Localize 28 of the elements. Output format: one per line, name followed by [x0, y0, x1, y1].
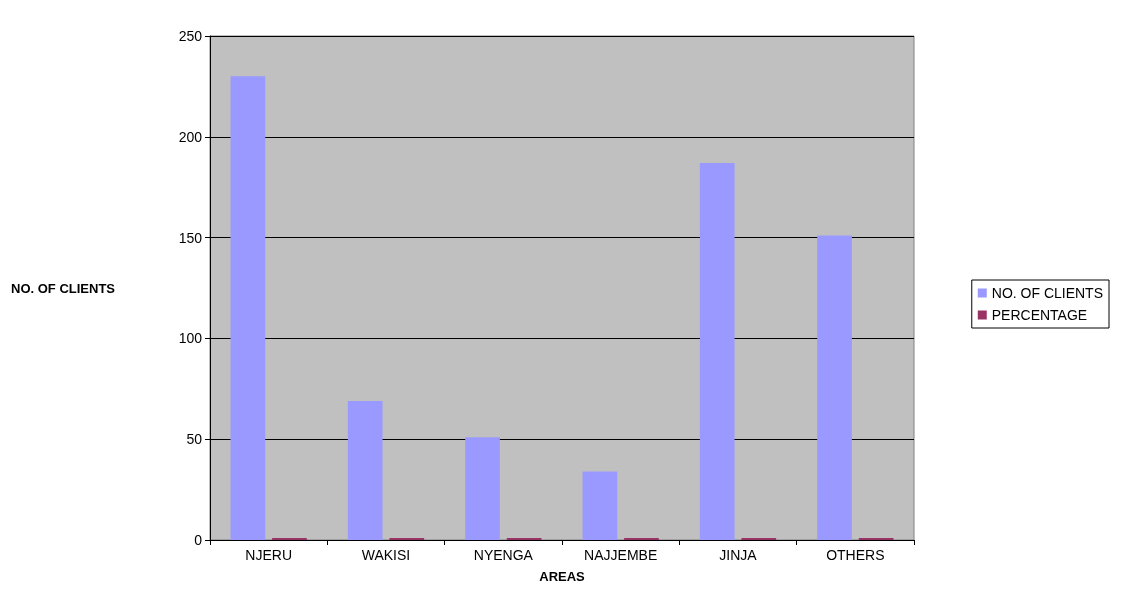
x-tick-label: NAJJEMBE	[584, 547, 658, 563]
bar	[389, 537, 425, 540]
bar	[230, 76, 266, 540]
bar	[699, 163, 735, 540]
bar	[347, 400, 383, 540]
bar	[741, 537, 777, 540]
legend-label: PERCENTAGE	[991, 307, 1088, 323]
y-axis-title: NO. OF CLIENTS	[11, 280, 116, 296]
bar	[465, 437, 500, 540]
bar	[272, 537, 307, 540]
y-tick-label: 250	[178, 28, 203, 44]
bar	[858, 537, 894, 540]
bar	[817, 235, 852, 540]
legend-label: NO. OF CLIENTS	[991, 285, 1103, 301]
bar	[582, 471, 618, 540]
y-tick-label: 100	[178, 330, 203, 347]
x-tick-label: OTHERS	[826, 547, 885, 563]
x-tick-label: NJERU	[245, 547, 292, 563]
y-tick-label: 0	[194, 532, 203, 548]
bar	[624, 537, 659, 540]
x-tick-label: NYENGA	[473, 547, 534, 563]
x-tick-label: WAKISI	[361, 547, 411, 563]
y-tick-label: 150	[178, 229, 203, 246]
y-tick-label: 200	[178, 128, 203, 145]
bar	[506, 537, 542, 540]
x-tick-label: JINJA	[719, 547, 758, 563]
x-axis-title: AREAS	[539, 569, 586, 584]
y-tick-label: 50	[186, 431, 203, 448]
